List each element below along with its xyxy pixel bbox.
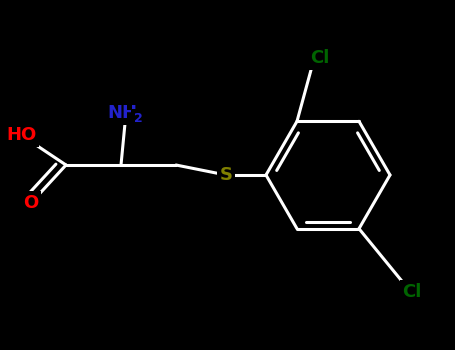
- Text: Cl: Cl: [310, 49, 330, 67]
- Text: 2: 2: [134, 112, 142, 125]
- Text: S: S: [219, 166, 233, 184]
- Text: O: O: [23, 194, 39, 212]
- Text: Cl: Cl: [402, 283, 422, 301]
- Text: HO: HO: [6, 126, 36, 144]
- Text: NH: NH: [107, 104, 137, 122]
